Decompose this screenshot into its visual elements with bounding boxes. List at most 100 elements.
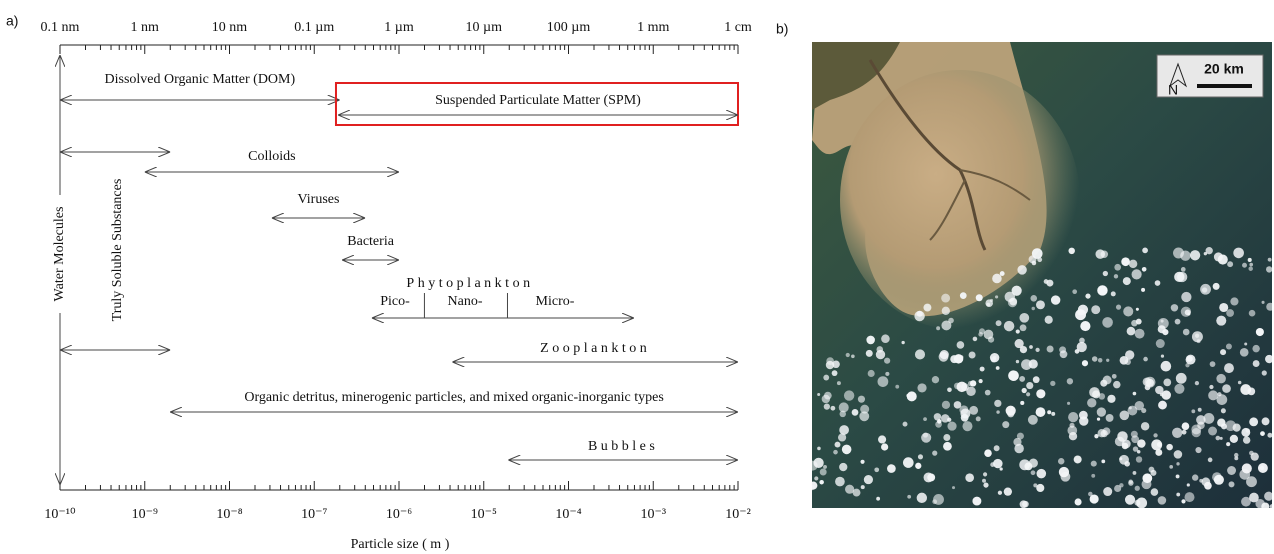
cloud bbox=[1252, 344, 1260, 353]
cloud bbox=[1124, 494, 1136, 505]
cloud bbox=[845, 352, 850, 358]
top-tick-label: 1 µm bbox=[384, 20, 414, 35]
cloud bbox=[1128, 259, 1138, 269]
cloud bbox=[959, 405, 969, 415]
cloud bbox=[1097, 285, 1108, 296]
cloud bbox=[1249, 417, 1259, 427]
cloud bbox=[1174, 318, 1181, 325]
cloud bbox=[999, 467, 1003, 471]
cloud bbox=[1026, 382, 1034, 390]
cloud bbox=[1075, 309, 1087, 321]
cloud bbox=[1122, 277, 1131, 286]
top-tick-label: 1 mm bbox=[637, 20, 669, 35]
cloud bbox=[952, 486, 956, 490]
cloud bbox=[972, 336, 978, 342]
cloud bbox=[1239, 348, 1249, 357]
cloud bbox=[1090, 460, 1097, 467]
cloud bbox=[1135, 307, 1139, 311]
cloud bbox=[947, 387, 952, 393]
cloud bbox=[927, 473, 936, 482]
cloud bbox=[1068, 412, 1079, 423]
cloud bbox=[1136, 497, 1148, 508]
top-tick-label: 1 cm bbox=[724, 20, 752, 35]
cloud bbox=[1111, 373, 1117, 379]
cloud bbox=[959, 292, 967, 299]
cloud bbox=[1096, 417, 1101, 421]
cloud bbox=[1046, 279, 1054, 287]
cloud bbox=[1160, 354, 1165, 358]
cloud bbox=[1163, 378, 1172, 387]
cloud bbox=[917, 383, 927, 393]
cloud bbox=[1246, 476, 1257, 488]
cloud bbox=[1132, 391, 1137, 396]
cloud bbox=[1151, 439, 1163, 451]
cloud bbox=[1269, 504, 1272, 508]
cloud bbox=[1219, 302, 1229, 313]
cloud bbox=[1074, 498, 1082, 506]
cloud bbox=[1157, 317, 1169, 329]
cloud bbox=[1141, 479, 1152, 490]
cloud bbox=[1067, 425, 1078, 436]
cloud bbox=[1181, 429, 1187, 435]
cloud bbox=[1242, 436, 1251, 444]
cloud bbox=[1233, 247, 1244, 259]
cloud bbox=[965, 473, 975, 483]
cloud bbox=[863, 475, 873, 485]
cloud bbox=[1128, 480, 1134, 486]
range-label: Dissolved Organic Matter (DOM) bbox=[105, 72, 296, 87]
cloud bbox=[1148, 466, 1155, 473]
cloud bbox=[866, 335, 875, 345]
cloud bbox=[1035, 300, 1045, 310]
cloud bbox=[819, 479, 824, 485]
cloud bbox=[1267, 432, 1272, 438]
cloud bbox=[838, 402, 849, 413]
cloud bbox=[1101, 459, 1106, 464]
cloud bbox=[1123, 306, 1134, 317]
cloud bbox=[1154, 280, 1161, 286]
cloud bbox=[1174, 383, 1185, 394]
north-label: N bbox=[1168, 82, 1178, 98]
cloud bbox=[830, 405, 836, 411]
cloud bbox=[860, 459, 865, 464]
range-label: Colloids bbox=[248, 149, 295, 164]
cloud bbox=[1186, 483, 1190, 487]
cloud bbox=[1037, 257, 1043, 263]
cloud bbox=[860, 485, 865, 490]
cloud bbox=[1230, 297, 1239, 306]
cloud bbox=[1015, 359, 1020, 364]
cloud bbox=[1019, 345, 1028, 354]
sediment-plume bbox=[840, 70, 1080, 330]
cloud bbox=[1110, 291, 1116, 297]
cloud bbox=[1119, 355, 1129, 365]
cloud bbox=[1029, 345, 1033, 349]
cloud bbox=[881, 443, 889, 451]
cloud bbox=[1140, 422, 1150, 431]
cloud bbox=[852, 488, 861, 497]
cloud bbox=[1072, 289, 1078, 295]
cloud bbox=[831, 370, 838, 377]
cloud bbox=[1092, 390, 1101, 399]
cloud bbox=[1119, 410, 1130, 421]
cloud bbox=[833, 449, 838, 455]
cloud bbox=[1226, 442, 1231, 447]
cloud bbox=[832, 360, 840, 369]
cloud bbox=[1259, 465, 1265, 471]
cloud bbox=[1216, 373, 1226, 384]
cloud bbox=[941, 306, 950, 315]
cloud bbox=[1011, 285, 1022, 296]
cloud bbox=[1097, 357, 1103, 363]
cloud bbox=[1225, 420, 1236, 432]
cloud bbox=[1219, 436, 1223, 440]
cloud bbox=[1019, 500, 1028, 508]
scale-label: 20 km bbox=[1204, 61, 1244, 77]
cloud bbox=[1058, 466, 1070, 478]
cloud bbox=[975, 294, 983, 302]
cloud bbox=[1192, 474, 1199, 481]
cloud bbox=[1085, 293, 1091, 299]
cloud bbox=[1135, 318, 1142, 325]
cloud bbox=[881, 334, 890, 344]
cloud bbox=[1249, 492, 1259, 503]
cloud bbox=[1100, 250, 1109, 259]
cloud bbox=[960, 413, 969, 422]
cloud bbox=[1134, 328, 1145, 339]
